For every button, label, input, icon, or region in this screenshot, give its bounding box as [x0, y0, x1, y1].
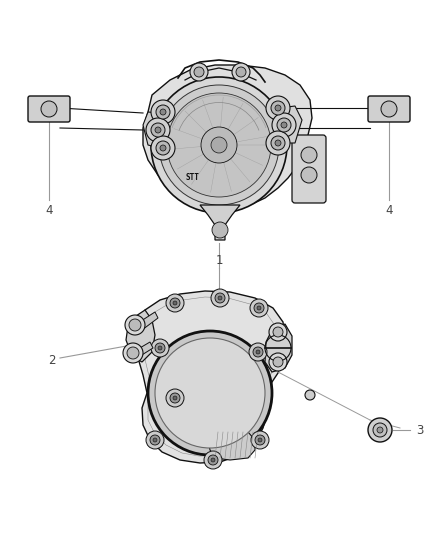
Circle shape	[273, 327, 283, 337]
Circle shape	[151, 77, 287, 213]
Circle shape	[275, 105, 281, 111]
Circle shape	[158, 346, 162, 350]
Circle shape	[173, 396, 177, 400]
Circle shape	[271, 136, 285, 150]
Circle shape	[281, 122, 287, 128]
Circle shape	[236, 67, 246, 77]
Circle shape	[256, 350, 260, 354]
Circle shape	[127, 347, 139, 359]
Circle shape	[211, 289, 229, 307]
Circle shape	[204, 451, 222, 469]
FancyBboxPatch shape	[28, 96, 70, 122]
Circle shape	[218, 296, 222, 300]
Polygon shape	[208, 430, 255, 460]
Circle shape	[275, 140, 281, 146]
Text: 4: 4	[385, 204, 393, 216]
Circle shape	[125, 315, 145, 335]
Circle shape	[301, 147, 317, 163]
Circle shape	[201, 127, 237, 163]
Circle shape	[173, 301, 177, 305]
Polygon shape	[200, 205, 240, 240]
Text: 4: 4	[45, 204, 53, 216]
FancyBboxPatch shape	[292, 135, 326, 203]
Polygon shape	[143, 65, 312, 212]
Circle shape	[146, 431, 164, 449]
Circle shape	[258, 438, 262, 442]
Circle shape	[266, 96, 290, 120]
Circle shape	[254, 303, 264, 313]
Polygon shape	[126, 310, 155, 362]
Circle shape	[211, 458, 215, 462]
Polygon shape	[138, 312, 158, 330]
Circle shape	[155, 127, 161, 133]
Circle shape	[257, 306, 261, 310]
Circle shape	[148, 331, 272, 455]
Circle shape	[269, 353, 287, 371]
Text: 1: 1	[215, 254, 223, 268]
Circle shape	[253, 347, 263, 357]
Circle shape	[155, 338, 265, 448]
Circle shape	[232, 63, 250, 81]
Circle shape	[156, 105, 170, 119]
Circle shape	[272, 113, 296, 137]
Circle shape	[377, 427, 383, 433]
Circle shape	[151, 123, 165, 137]
Circle shape	[160, 145, 166, 151]
Polygon shape	[265, 324, 292, 372]
Circle shape	[273, 357, 283, 367]
Circle shape	[250, 299, 268, 317]
Circle shape	[215, 293, 225, 303]
Circle shape	[301, 167, 317, 183]
Circle shape	[249, 343, 267, 361]
Circle shape	[269, 323, 287, 341]
Polygon shape	[143, 112, 160, 148]
Circle shape	[151, 136, 175, 160]
Circle shape	[123, 343, 143, 363]
Circle shape	[151, 100, 175, 124]
Circle shape	[156, 141, 170, 155]
Circle shape	[190, 63, 208, 81]
Circle shape	[251, 431, 269, 449]
Circle shape	[160, 109, 166, 115]
Circle shape	[167, 93, 271, 197]
FancyBboxPatch shape	[368, 96, 410, 122]
Polygon shape	[138, 291, 285, 463]
Circle shape	[305, 390, 315, 400]
Circle shape	[150, 435, 160, 445]
Circle shape	[153, 438, 157, 442]
Circle shape	[146, 118, 170, 142]
Circle shape	[277, 118, 291, 132]
Text: 2: 2	[48, 353, 56, 367]
Circle shape	[159, 85, 279, 205]
Circle shape	[211, 137, 227, 153]
Circle shape	[166, 389, 184, 407]
Circle shape	[155, 343, 165, 353]
Circle shape	[255, 435, 265, 445]
Circle shape	[166, 294, 184, 312]
Circle shape	[194, 67, 204, 77]
Text: 3: 3	[416, 424, 424, 437]
Circle shape	[373, 423, 387, 437]
Circle shape	[170, 393, 180, 403]
Circle shape	[381, 101, 397, 117]
Text: STT: STT	[186, 173, 200, 182]
Circle shape	[368, 418, 392, 442]
Circle shape	[271, 101, 285, 115]
Circle shape	[266, 131, 290, 155]
Circle shape	[212, 222, 228, 238]
Circle shape	[151, 339, 169, 357]
Circle shape	[170, 298, 180, 308]
Polygon shape	[280, 106, 302, 143]
Circle shape	[208, 455, 218, 465]
Circle shape	[41, 101, 57, 117]
Polygon shape	[133, 342, 153, 358]
Circle shape	[129, 319, 141, 331]
